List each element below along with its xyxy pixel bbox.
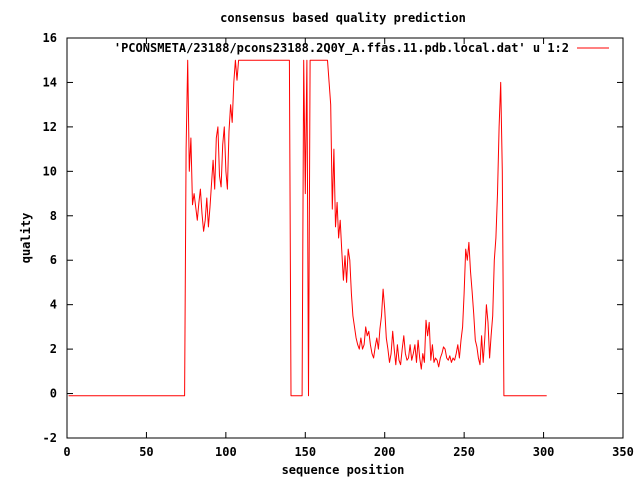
chart-title: consensus based quality prediction xyxy=(220,11,466,25)
y-tick-label: 6 xyxy=(50,253,57,267)
x-tick-label: 300 xyxy=(533,445,555,459)
x-axis-label: sequence position xyxy=(282,463,405,477)
y-tick-label: 8 xyxy=(50,209,57,223)
series-layer xyxy=(68,59,547,397)
y-tick-label: 2 xyxy=(50,342,57,356)
x-tick-label: 350 xyxy=(612,445,634,459)
x-tick-label: 100 xyxy=(215,445,237,459)
plot-frame xyxy=(66,37,624,439)
x-tick-label: 0 xyxy=(63,445,70,459)
y-tick-label: 4 xyxy=(50,298,57,312)
x-tick-label: 200 xyxy=(374,445,396,459)
y-axis-label: quality xyxy=(19,213,33,264)
y-tick-label: -2 xyxy=(43,431,57,445)
legend: 'PCONSMETA/23188/pcons23188.2Q0Y_A.ffas.… xyxy=(114,41,609,56)
axis-ticks: 0 50 100 150 200 250 300 350 -2 0 2 4 6 8 10 12 14 16 xyxy=(43,31,634,459)
y-tick-label: 12 xyxy=(43,120,57,134)
x-tick-label: 150 xyxy=(294,445,316,459)
x-tick-label: 50 xyxy=(139,445,153,459)
y-tick-label: 16 xyxy=(43,31,57,45)
x-tick-label: 250 xyxy=(453,445,475,459)
y-tick-label: 0 xyxy=(50,387,57,401)
y-tick-label: 14 xyxy=(43,75,57,89)
series-line xyxy=(68,59,547,397)
y-tick-label: 10 xyxy=(43,164,57,178)
legend-label: 'PCONSMETA/23188/pcons23188.2Q0Y_A.ffas.… xyxy=(114,41,569,56)
